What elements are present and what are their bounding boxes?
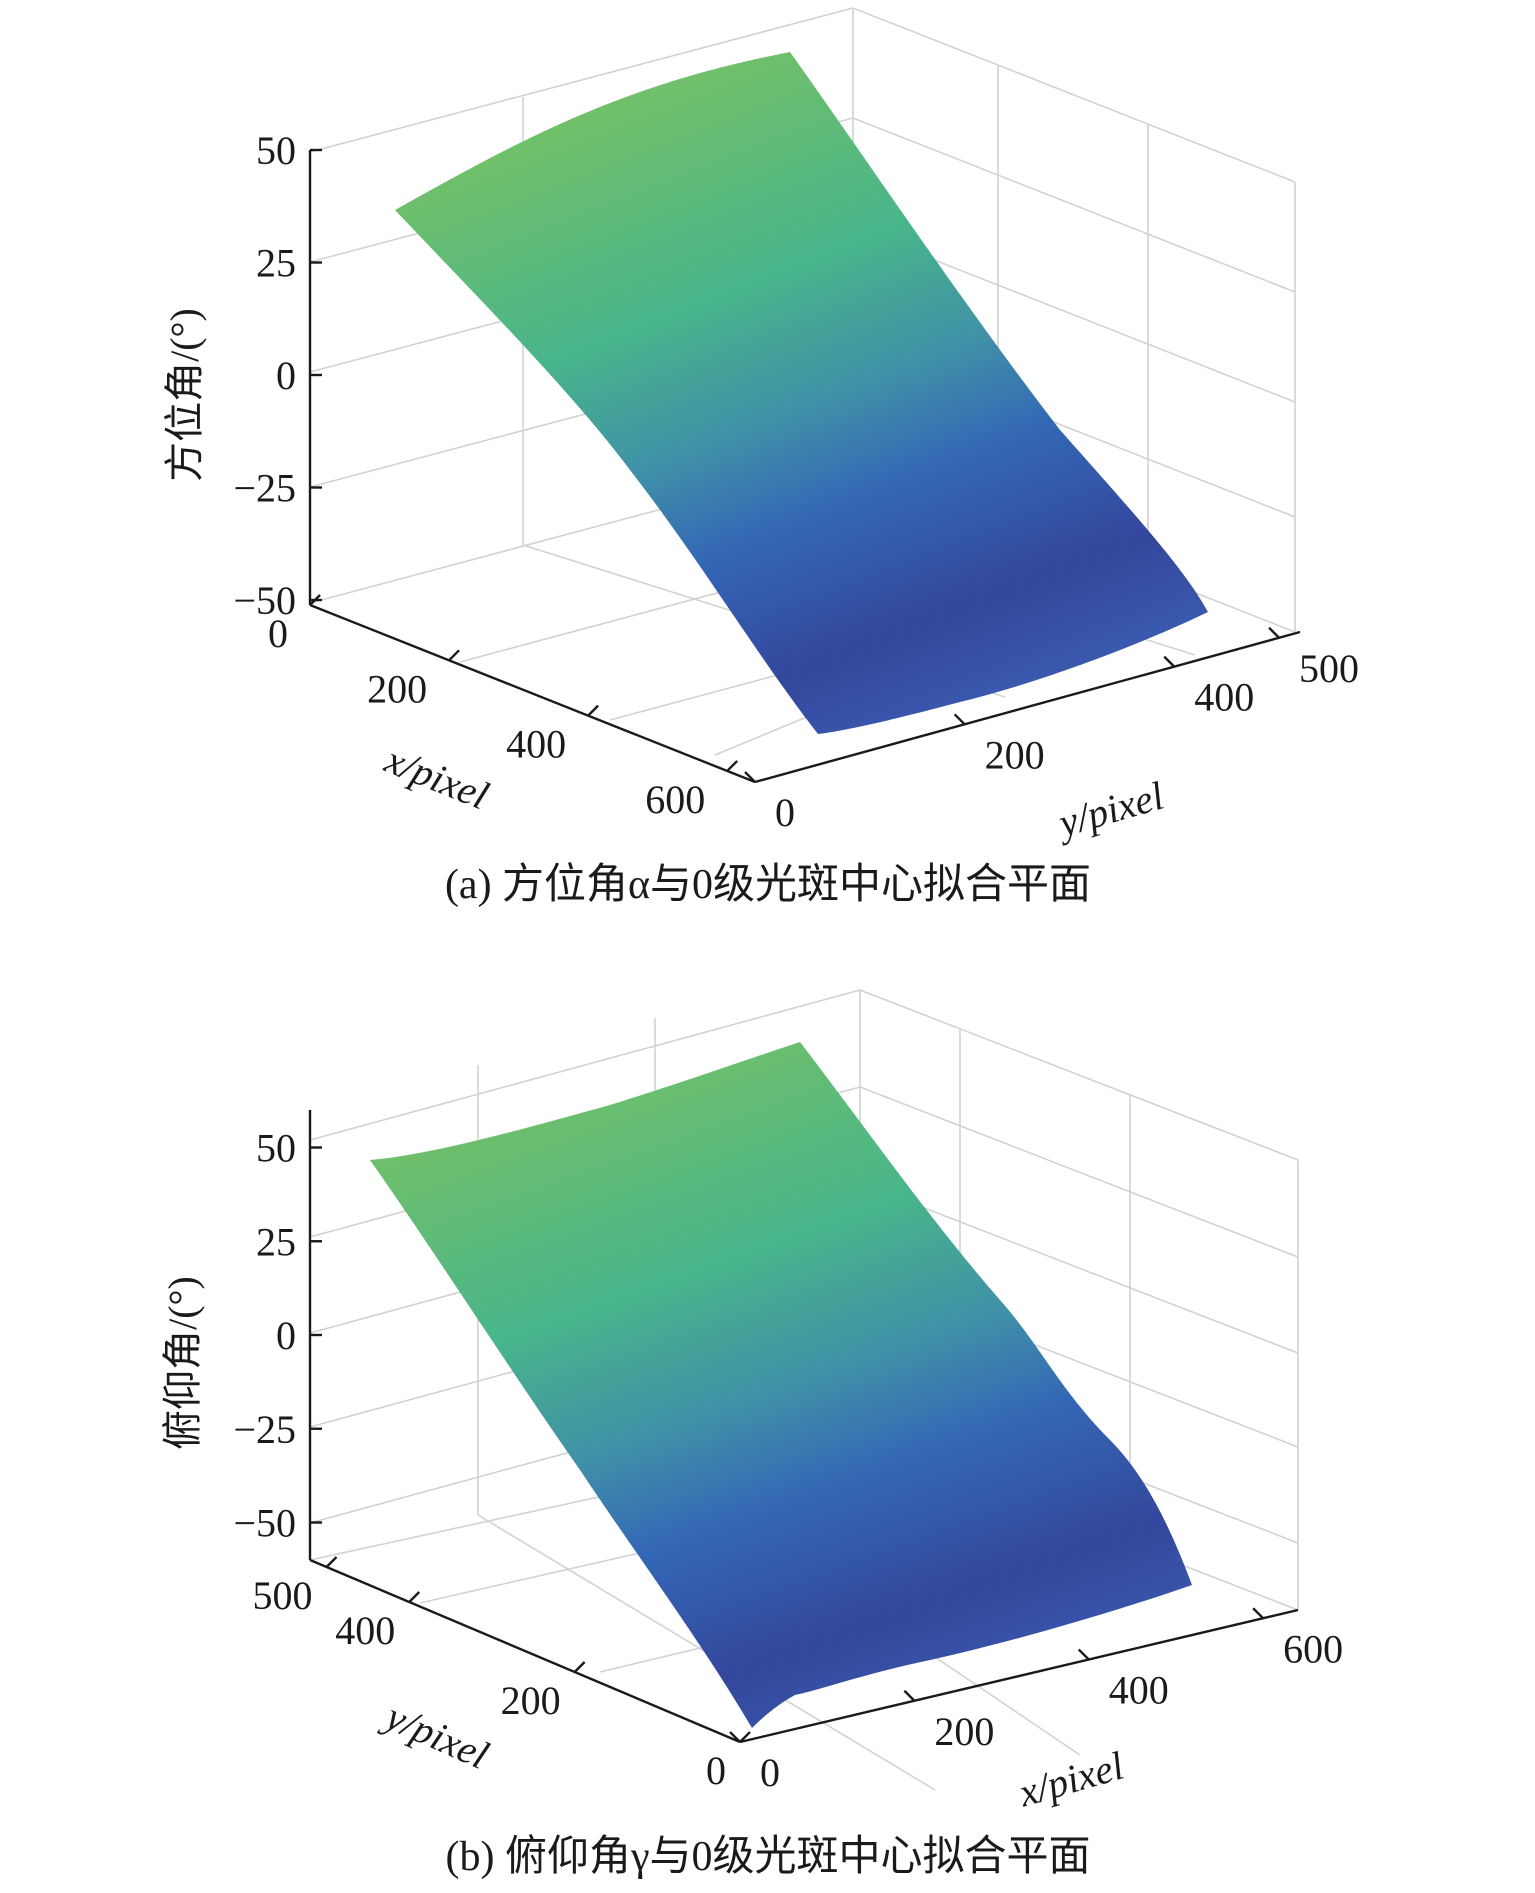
z-tick-label: 50	[256, 1126, 296, 1171]
y-tick-mark	[1268, 626, 1280, 639]
y-tick-label: 500	[1299, 646, 1359, 691]
x-tick-mark	[1252, 1607, 1264, 1620]
y-tick-label: 200	[501, 1678, 561, 1723]
x-ticks-a: 0 200 400 600	[268, 594, 739, 822]
z-tick-label: 0	[276, 353, 296, 398]
y-axis	[309, 1558, 741, 1744]
x-tick-label: 600	[645, 777, 705, 822]
y-tick-mark	[953, 713, 966, 726]
z-axis-label: 俯仰角/(°)	[160, 1276, 205, 1450]
z-axis-label: 方位角/(°)	[162, 308, 207, 482]
grid-line	[852, 117, 1296, 293]
y-tick-mark	[408, 1591, 421, 1603]
y-axis-label: y/pixel	[376, 1692, 495, 1778]
x-tick-mark	[587, 704, 599, 717]
caption-a: (a) 方位角α与0级光斑中心拟合平面	[445, 861, 1091, 908]
y-tick-mark	[573, 1661, 586, 1673]
x-tick-mark	[726, 760, 739, 772]
x-axis	[739, 1608, 1299, 1744]
x-tick-label: 600	[1283, 1626, 1343, 1671]
x-tick-label: 0	[268, 611, 288, 656]
x-axis-label: x/pixel	[1013, 1743, 1129, 1816]
x-tick-label: 0	[760, 1750, 780, 1795]
y-tick-label: 0	[706, 1748, 726, 1793]
x-axis	[309, 603, 756, 784]
x-ticks-b: 0 200 400 600	[729, 1607, 1343, 1795]
x-axis-label: x/pixel	[378, 736, 495, 818]
y-tick-mark	[325, 1556, 338, 1568]
y-tick-mark	[744, 771, 756, 783]
z-tick-label: 25	[256, 1219, 296, 1264]
x-tick-mark	[1077, 1648, 1090, 1661]
x-tick-mark	[309, 594, 321, 606]
y-tick-label: 400	[1194, 675, 1254, 720]
x-tick-mark	[903, 1689, 916, 1702]
y-tick-label: 0	[775, 790, 795, 835]
z-tick-label: −50	[233, 578, 296, 623]
caption-b: (b) 俯仰角γ与0级光斑中心拟合平面	[445, 1833, 1090, 1880]
grid-line	[309, 7, 854, 153]
x-tick-label: 400	[506, 722, 566, 767]
z-ticks-a: 50 25 0 −25 −50	[233, 128, 322, 623]
y-ticks-b: 0 200 400 500	[253, 1556, 751, 1793]
y-ticks-a: 0 200 400 500	[744, 626, 1359, 835]
z-tick-label: 50	[256, 128, 296, 173]
x-tick-mark	[729, 1731, 741, 1743]
grid-line	[859, 1086, 1299, 1258]
surface-a	[395, 52, 1208, 734]
x-tick-mark	[448, 649, 460, 662]
x-tick-label: 400	[1109, 1668, 1169, 1713]
y-tick-mark	[1163, 655, 1176, 668]
surface-b	[370, 1042, 1192, 1728]
z-tick-label: −25	[233, 1407, 296, 1452]
chart-a: 50 25 0 −25 −50 0 200 400 600 0 200 400 500 方位角/(°…	[162, 7, 1359, 908]
y-axis	[754, 630, 1301, 784]
z-tick-label: 0	[276, 1313, 296, 1358]
z-ticks-b: 50 25 0 −25 −50	[233, 1126, 322, 1546]
z-tick-label: −50	[233, 1501, 296, 1546]
grid-line	[309, 989, 861, 1141]
y-tick-label: 200	[985, 732, 1045, 777]
y-tick-label: 400	[335, 1608, 395, 1653]
y-tick-mark	[739, 1731, 751, 1743]
grid-line	[852, 7, 1296, 183]
grid-line	[859, 989, 1299, 1161]
x-tick-label: 200	[367, 666, 427, 711]
grid-line	[859, 1182, 1299, 1354]
z-tick-label: −25	[233, 466, 296, 511]
y-tick-label: 500	[253, 1573, 313, 1618]
y-axis-label: y/pixel	[1050, 773, 1169, 847]
chart-b: 50 25 0 −25 −50 0 200 400 500 0 200 400 600 俯仰角/(°…	[160, 989, 1343, 1880]
x-tick-label: 200	[934, 1709, 994, 1754]
z-tick-label: 25	[256, 241, 296, 286]
